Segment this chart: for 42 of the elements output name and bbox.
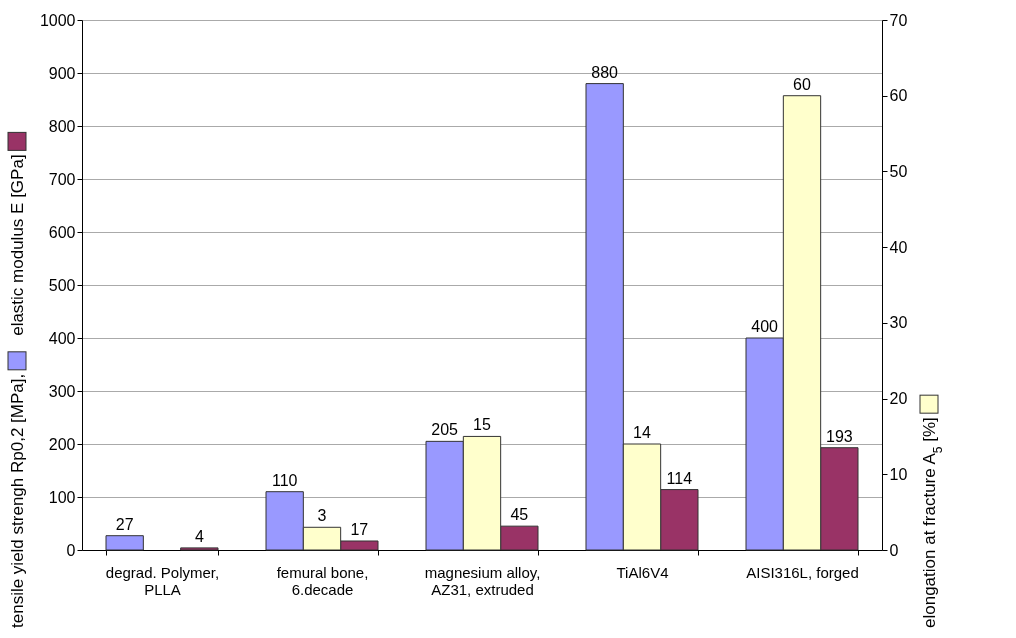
x-tick-label: TiAl6V4 [616,563,669,581]
bar [105,535,144,551]
y2-tick-label: 60 [889,87,908,105]
y-tick-label: 500 [48,276,76,294]
y-tick-label: 600 [48,223,76,241]
y2-tick-label: 40 [889,238,908,256]
y2-tick-label: 70 [889,11,908,29]
data-label: 205 [431,421,459,439]
x-tick-label: AISI316L, forged [746,563,859,581]
y-tick-label: 900 [48,64,76,82]
data-label: 880 [591,63,619,81]
data-label: 27 [115,515,134,533]
x-tick-label: magnesium alloy, AZ31, extruded [424,563,541,598]
y-tick-label: 100 [48,488,76,506]
y-tick-label: 800 [48,117,76,135]
y2-tick-label: 0 [889,541,899,559]
y-tick-label: 700 [48,170,76,188]
data-label: 400 [751,318,779,335]
data-label: 17 [350,520,369,538]
data-label: 193 [825,427,853,445]
x-tick-label: degrad. Polymer, PLLA [105,563,220,598]
data-label: 15 [473,416,491,434]
y-tick-label: 1000 [39,11,76,29]
y2-tick-label: 10 [889,465,908,483]
y-tick-label: 0 [66,541,76,559]
y-tick-label: 200 [48,435,76,453]
legend-label: tensile yield strengh Rp0,2 [MPa], [8,373,27,628]
legend-label: elastic modulus E [GPa] [8,154,27,336]
y2-tick-label: 50 [889,162,908,180]
data-label: 4 [194,527,204,545]
y2-tick-label: 30 [889,314,908,332]
data-label: 60 [793,75,811,93]
y-tick-label: 300 [48,382,76,400]
data-label: 114 [666,469,693,487]
data-label: 3 [317,507,327,525]
data-label: 45 [510,506,529,524]
y-tick-label: 400 [48,329,76,347]
data-label: 110 [271,471,298,489]
x-tick-label: femural bone, 6.decade [276,563,369,598]
data-label: 14 [633,424,651,441]
bar [180,547,219,551]
y2-tick-label: 20 [889,390,908,408]
